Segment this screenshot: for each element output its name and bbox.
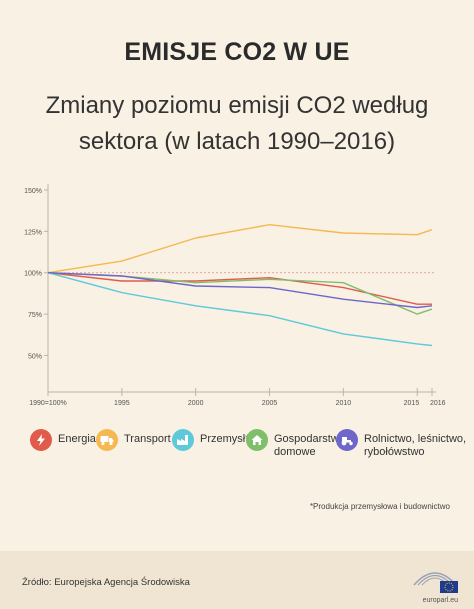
chart-subtitle: Zmiany poziomu emisji CO2 według sektora…	[45, 92, 429, 155]
y-tick-label: 150%	[24, 188, 42, 195]
legend-label-gospodarstwa: Gospodarstwa domowe	[274, 433, 345, 458]
x-tick-label: 1990=100%	[29, 400, 67, 407]
y-tick-label: 100%	[24, 271, 42, 278]
european-parliament-logo	[413, 572, 458, 593]
y-tick-label: 50%	[28, 353, 42, 360]
logo-url: europarl.eu	[422, 597, 458, 604]
y-tick-label: 125%	[24, 229, 42, 236]
legend-label-rolnictwo: Rolnictwo, leśnictwo, rybołówstwo	[364, 433, 467, 458]
x-tick-label: 2000	[188, 400, 204, 407]
footer: Źródło: Europejska Agencja Środowiska eu…	[0, 551, 474, 609]
chart-title: EMISJE CO2 W UE	[124, 38, 350, 66]
series-line-przemysl	[47, 272, 433, 347]
legend-item-energia: Energia	[30, 429, 96, 451]
legend-label-transport: Transport	[124, 433, 171, 445]
legend-item-rolnictwo: Rolnictwo, leśnictwo, rybołówstwo	[336, 429, 466, 459]
legend-item-przemysl: Przemysł*	[172, 429, 250, 451]
legend-label-przemysl: Przemysł*	[200, 433, 250, 445]
factory-icon	[172, 429, 194, 451]
footnote: *Produkcja przemysłowa i budownictwo	[309, 502, 450, 511]
series-line-rolnictwo	[47, 272, 433, 309]
x-tick-label: 2005	[262, 400, 278, 407]
truck-icon	[96, 429, 118, 451]
y-tick-label: 75%	[28, 312, 42, 319]
house-icon	[246, 429, 268, 451]
legend: Energia Transport Przemysł* Gospodarstwa…	[26, 429, 466, 469]
legend-label-energia: Energia	[58, 433, 96, 445]
legend-item-transport: Transport	[96, 429, 171, 451]
x-tick-label: 1995	[114, 400, 130, 407]
series-line-energia	[47, 272, 432, 305]
source-note: Źródło: Europejska Agencja Środowiska	[22, 577, 190, 588]
series-line-transport	[47, 224, 433, 274]
legend-item-gospodarstwa: Gospodarstwa domowe	[246, 429, 345, 459]
x-tick-label: 2010	[336, 400, 352, 407]
x-tick-label: 2015	[404, 400, 420, 407]
lightning-icon	[30, 429, 52, 451]
tractor-icon	[336, 429, 358, 451]
line-chart: 150% 125% 100% 75% 50% 1990=100% 1995 2000 2005 2…	[24, 184, 446, 407]
x-tick-label: 2016	[430, 400, 446, 407]
